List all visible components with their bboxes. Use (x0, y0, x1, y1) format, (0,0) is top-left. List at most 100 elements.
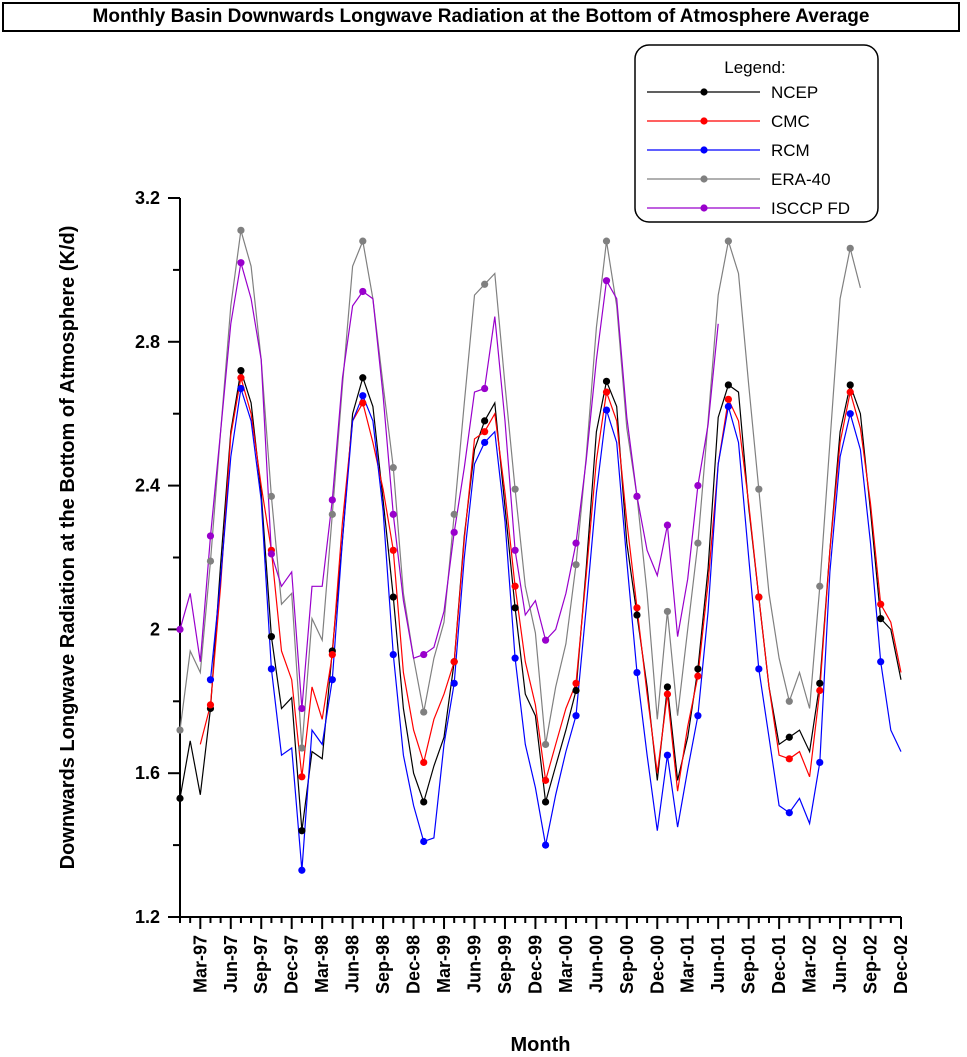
point-rcm (267, 665, 275, 673)
point-isccp-fd (541, 636, 550, 644)
point-era-40 (237, 226, 245, 234)
point-isccp-fd (572, 539, 580, 547)
point-cmc (481, 428, 489, 436)
legend-label-cmc: CMC (771, 112, 810, 131)
point-ncep (602, 377, 611, 385)
y-tick-label: 2.4 (135, 476, 160, 496)
point-isccp-fd (663, 521, 672, 529)
y-tick-label: 1.6 (135, 763, 160, 783)
point-isccp-fd (511, 546, 519, 554)
point-era-40 (298, 744, 306, 752)
x-tick-label: Dec-97 (282, 935, 302, 994)
legend-marker-ncep (700, 88, 708, 96)
point-ncep (724, 381, 732, 389)
point-cmc (877, 600, 885, 608)
point-ncep (481, 417, 489, 425)
point-rcm (633, 668, 641, 677)
point-cmc (572, 679, 580, 687)
point-rcm (816, 758, 824, 767)
y-axis-label: Downwards Longwave Radiation at the Bott… (57, 226, 79, 870)
point-era-40 (602, 237, 611, 245)
x-tick-label: Jun-99 (464, 935, 484, 993)
point-ncep (877, 615, 885, 623)
legend-marker-rcm (700, 146, 708, 154)
point-cmc (846, 388, 854, 396)
point-isccp-fd (694, 482, 702, 490)
x-tick-label: Jun-98 (343, 935, 363, 993)
x-tick-label: Mar-98 (312, 935, 332, 993)
point-era-40 (328, 510, 336, 518)
point-rcm (694, 712, 702, 720)
point-ncep (694, 665, 702, 673)
point-era-40 (420, 708, 428, 716)
point-rcm (328, 676, 336, 684)
legend-marker-isccp-fd (700, 204, 708, 212)
point-ncep (846, 381, 854, 389)
point-rcm (785, 809, 793, 817)
x-tick-label: Sep-97 (251, 935, 271, 994)
point-isccp-fd (176, 625, 184, 634)
point-rcm (541, 841, 550, 849)
point-era-40 (694, 539, 702, 547)
x-tick-label: Mar-99 (434, 935, 454, 993)
point-ncep (572, 686, 580, 695)
point-ncep (663, 683, 672, 691)
point-era-40 (176, 726, 184, 734)
point-isccp-fd (633, 492, 641, 500)
point-isccp-fd (602, 277, 611, 285)
point-cmc (237, 374, 245, 382)
point-era-40 (724, 237, 732, 245)
point-isccp-fd (450, 528, 458, 536)
legend-label-isccp-fd: ISCCP FD (771, 199, 850, 218)
point-ncep (237, 366, 245, 375)
point-ncep (298, 827, 306, 835)
point-ncep (359, 374, 367, 382)
legend-label-ncep: NCEP (771, 83, 818, 102)
point-cmc (633, 604, 641, 612)
x-tick-label: Dec-98 (404, 935, 424, 994)
point-era-40 (663, 607, 672, 616)
point-cmc (298, 773, 306, 781)
point-rcm (846, 410, 854, 418)
point-cmc (694, 672, 702, 680)
x-tick-label: Mar-97 (190, 935, 210, 993)
point-era-40 (816, 582, 824, 590)
point-ncep (541, 798, 550, 806)
point-rcm (389, 650, 397, 659)
x-tick-label: Sep-01 (739, 935, 759, 994)
point-era-40 (450, 510, 458, 518)
point-isccp-fd (389, 510, 397, 518)
x-tick-label: Dec-99 (525, 935, 545, 994)
point-cmc (785, 755, 793, 763)
point-isccp-fd (206, 532, 215, 540)
legend-marker-cmc (700, 117, 708, 125)
point-isccp-fd (298, 704, 306, 713)
series-line-cmc (199, 377, 902, 792)
point-era-40 (572, 561, 580, 569)
point-isccp-fd (481, 384, 489, 393)
point-rcm (359, 392, 367, 400)
point-rcm (724, 402, 732, 411)
point-cmc (541, 776, 550, 784)
legend-marker-era-40 (700, 175, 708, 183)
x-tick-label: Jun-01 (708, 935, 728, 993)
point-cmc (663, 690, 672, 698)
x-tick-label: Sep-98 (373, 935, 393, 994)
point-isccp-fd (237, 259, 245, 267)
point-cmc (511, 582, 519, 590)
series-line-rcm (209, 388, 902, 871)
point-era-40 (541, 740, 550, 749)
point-rcm (237, 384, 245, 393)
point-isccp-fd (359, 287, 367, 296)
x-tick-label: Sep-02 (861, 935, 881, 994)
x-tick-label: Dec-00 (647, 935, 667, 994)
point-ncep (511, 604, 519, 612)
point-era-40 (267, 492, 275, 500)
point-era-40 (755, 485, 763, 493)
point-cmc (206, 701, 215, 709)
point-ncep (389, 593, 397, 601)
point-cmc (359, 399, 367, 407)
point-cmc (328, 650, 336, 659)
x-tick-label: Mar-01 (678, 935, 698, 993)
